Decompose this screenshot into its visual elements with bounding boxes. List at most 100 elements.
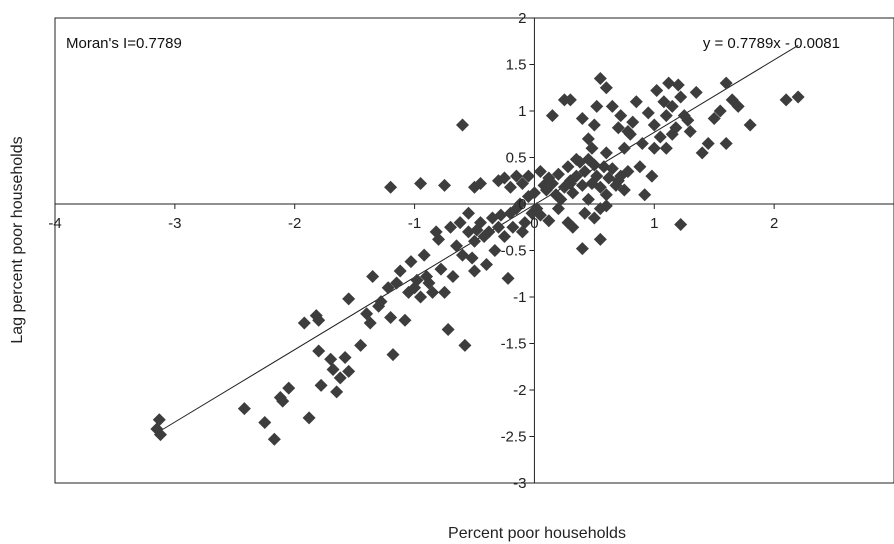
data-point [575, 178, 589, 192]
data-point [719, 137, 733, 151]
data-point [599, 188, 613, 202]
equation-annotation: y = 0.7789x - 0.0081 [703, 35, 840, 52]
data-point [659, 109, 673, 123]
data-point [438, 178, 452, 192]
data-point [701, 137, 715, 151]
data-point [665, 127, 679, 141]
data-point [542, 214, 556, 228]
data-point [641, 106, 655, 120]
data-point [152, 413, 166, 427]
data-point [551, 167, 565, 181]
data-point [681, 113, 695, 127]
data-point [521, 169, 535, 183]
data-point [414, 177, 428, 191]
data-point [593, 232, 607, 246]
data-point [237, 402, 251, 416]
data-point [312, 344, 326, 358]
data-point [569, 152, 583, 166]
data-point [414, 290, 428, 304]
data-point [599, 146, 613, 160]
data-point [354, 338, 368, 352]
x-tick-label: 0 [530, 215, 538, 232]
data-point [468, 264, 481, 278]
data-point [731, 99, 745, 113]
data-point [473, 216, 487, 230]
data-point [662, 76, 676, 90]
data-point [333, 371, 347, 385]
data-point [330, 385, 344, 399]
data-point [444, 220, 458, 234]
data-point [657, 95, 671, 109]
data-point [551, 202, 565, 216]
data-point [488, 244, 502, 257]
data-point [342, 292, 356, 306]
data-point [501, 271, 515, 285]
data-point [590, 99, 604, 113]
data-point [515, 177, 529, 191]
y-tick-label: -0.5 [501, 243, 527, 260]
data-point [617, 141, 631, 155]
data-point [509, 169, 523, 183]
data-point [545, 177, 559, 191]
x-tick-label: -1 [408, 215, 421, 232]
x-tick-label: 2 [770, 215, 778, 232]
data-point [527, 186, 541, 200]
data-point [621, 164, 635, 178]
data-point [597, 160, 611, 174]
data-point [635, 137, 649, 151]
data-point [593, 71, 607, 85]
data-point [150, 422, 164, 436]
data-point [366, 270, 380, 284]
data-point [506, 220, 520, 234]
data-point [605, 99, 619, 113]
data-point [494, 208, 508, 222]
x-tick-label: -3 [168, 215, 181, 232]
data-point [569, 169, 583, 183]
data-point [563, 177, 577, 191]
data-point [462, 206, 476, 220]
data-point [324, 352, 338, 366]
data-point [438, 285, 452, 299]
data-point [554, 192, 568, 206]
data-point [575, 242, 589, 256]
data-point [302, 411, 316, 425]
y-tick-label: -3 [513, 475, 526, 492]
y-tick-label: 0.5 [506, 150, 527, 167]
y-tick-label: -1 [513, 289, 526, 306]
data-point [446, 270, 460, 284]
data-point [633, 160, 647, 174]
data-point [276, 394, 290, 408]
data-point [515, 225, 529, 239]
data-point [575, 111, 589, 125]
data-point [497, 171, 511, 185]
data-point [386, 348, 400, 362]
data-point [689, 85, 703, 99]
data-point [374, 295, 388, 309]
data-point [482, 225, 496, 239]
data-point [581, 152, 595, 166]
data-point [338, 350, 352, 364]
data-point [578, 206, 592, 220]
data-point [779, 93, 793, 107]
plot-frame [54, 17, 894, 484]
data-point [426, 285, 440, 299]
y-tick-label: 2 [518, 10, 526, 27]
data-point [462, 225, 476, 239]
data-point [473, 177, 487, 191]
data-point [545, 109, 559, 123]
data-point [614, 109, 628, 123]
data-point [314, 378, 328, 392]
data-point [432, 232, 446, 246]
data-point [450, 239, 464, 253]
data-point [503, 180, 517, 194]
axes [54, 17, 894, 484]
data-point [645, 169, 659, 183]
data-point [695, 146, 709, 160]
data-point [674, 217, 688, 231]
data-point [363, 316, 377, 330]
data-point [659, 141, 673, 155]
data-point [465, 251, 479, 265]
y-tick-label: 0 [518, 196, 526, 213]
data-point [707, 111, 721, 125]
data-point [719, 76, 733, 90]
